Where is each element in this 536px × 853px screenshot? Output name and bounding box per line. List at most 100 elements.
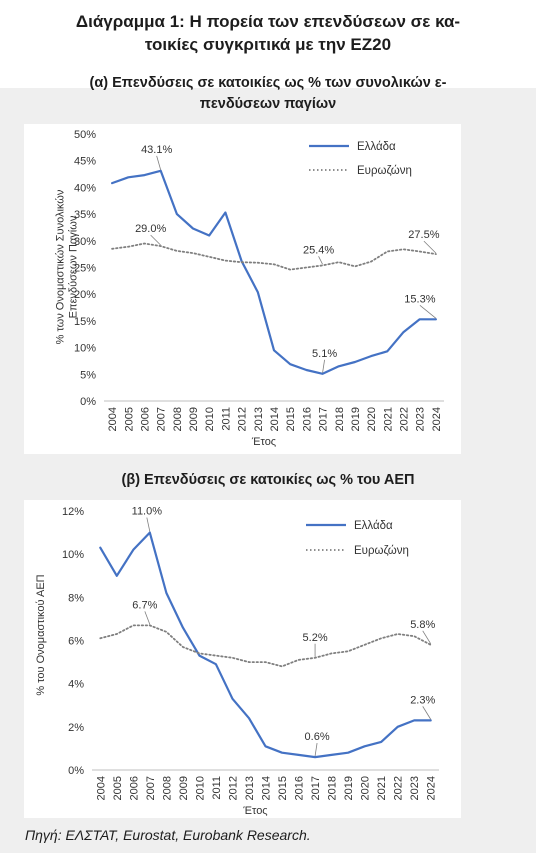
chart-a-annotation-leader	[419, 304, 437, 319]
chart-a-x-tick-label: 2010	[204, 407, 216, 431]
chart-a-x-tick-label: 2017	[318, 407, 330, 431]
chart-a-series-eurozone-line	[111, 242, 437, 271]
chart-a-annotation-label: 27.5%	[408, 229, 439, 241]
chart-a-x-tick-label: 2004	[107, 407, 119, 431]
chart-b-title-line1: (β) Επενδύσεις σε κατοικίες ως % του ΑΕΠ	[121, 472, 415, 488]
chart-a-y-tick-label: 50%	[74, 129, 96, 141]
chart-b-annotation-leader	[314, 742, 318, 757]
chart-a-x-tick-label: 2005	[123, 407, 135, 431]
chart-b: 0% 2% 4% 6% 8% 10% 12% 2004 2005 2006 2007 2008 2009…	[35, 506, 439, 817]
chart-b-annotation-leader	[146, 517, 151, 532]
chart-b-x-tick-label: 2024	[426, 776, 438, 800]
chart-b-x-tick-label: 2011	[211, 776, 223, 800]
chart-a-x-tick-label: 2012	[237, 407, 249, 431]
chart-a: 0% 5% 10% 15% 20% 25% 30% 35% 40% 45% 50% 2004 2005 2…	[55, 129, 444, 448]
chart-b-x-tick-label: 2007	[145, 776, 157, 800]
source-note: Πηγή: ΕΛΣΤΑΤ, Eurostat, Eurobank Researc…	[25, 827, 311, 843]
chart-b-panel: 0% 2% 4% 6% 8% 10% 12% 2004 2005 2006 2007 2008 2009…	[24, 500, 461, 818]
chart-a-x-tick-label: 2007	[156, 407, 168, 431]
chart-a-panel: 0% 5% 10% 15% 20% 25% 30% 35% 40% 45% 50% 2004 2005 2…	[24, 124, 461, 454]
chart-a-annotation-leader	[322, 359, 325, 373]
chart-b-x-tick-label: 2020	[360, 776, 372, 800]
chart-a-annotation-label: 43.1%	[141, 144, 172, 156]
chart-a-annotation-leader	[156, 155, 162, 170]
chart-b-legend-label-eurozone: Ευρωζώνη	[354, 545, 409, 557]
chart-b-series-eurozone-line	[99, 624, 432, 668]
chart-b-x-tick-label: 2019	[343, 776, 355, 800]
chart-b-y-tick-label: 4%	[68, 679, 84, 691]
chart-b-series-greece-line	[99, 531, 432, 759]
chart-a-annotation-label: 25.4%	[303, 244, 334, 256]
chart-b-y-tick-label: 12%	[62, 506, 84, 518]
chart-b-x-tick-label: 2016	[294, 776, 306, 800]
chart-b-x-tick-label: 2015	[277, 776, 289, 800]
chart-a-x-tick-label: 2019	[350, 407, 362, 431]
chart-a-title-line1: (α) Επενδύσεις σε κατοικίες ως % των συν…	[89, 75, 447, 91]
chart-b-x-tick-label: 2005	[112, 776, 124, 800]
chart-a-annotation-leader	[318, 256, 323, 265]
chart-b-x-tick-label: 2018	[327, 776, 339, 800]
chart-a-x-tick-label: 2016	[301, 407, 313, 431]
chart-b-x-tick-label: 2021	[376, 776, 388, 800]
chart-b-annotation-leader	[144, 611, 151, 625]
chart-a-series-greece-line	[110, 169, 437, 375]
figure-title: Διάγραμμα 1: Η πορεία των επενδύσεων σε …	[0, 10, 536, 56]
chart-b-y-tick-label: 6%	[68, 636, 84, 648]
chart-b-x-tick-label: 2012	[227, 776, 239, 800]
chart-b-x-tick-label: 2004	[95, 776, 107, 800]
chart-a-y-tick-label: 20%	[74, 289, 96, 301]
chart-a-x-tick-label: 2021	[382, 407, 394, 431]
chart-a-y-tick-label: 10%	[74, 343, 96, 355]
chart-a-legend-label-eurozone: Ευρωζώνη	[357, 165, 412, 177]
chart-b-x-tick-label: 2014	[261, 776, 273, 800]
chart-a-annotation-label: 15.3%	[404, 293, 435, 305]
chart-b-x-tick-label: 2008	[161, 776, 173, 800]
chart-b-y-tick-label: 8%	[68, 592, 84, 604]
chart-b-y-tick-label: 2%	[68, 722, 84, 734]
chart-b-x-tick-label: 2009	[178, 776, 190, 800]
chart-b-y-tick-label: 0%	[68, 765, 84, 777]
chart-b-legend-label-greece: Ελλάδα	[354, 520, 393, 532]
chart-a-y-tick-label: 40%	[74, 182, 96, 194]
chart-a-x-tick-label: 2018	[334, 407, 346, 431]
chart-a-x-tick-label: 2022	[399, 407, 411, 431]
chart-a-y-tick-label: 25%	[74, 263, 96, 275]
chart-b-x-tick-label: 2013	[244, 776, 256, 800]
chart-a-y-axis-title-line1: % των Ονομαστικών Συνολικών	[55, 189, 67, 344]
chart-b-x-tick-label: 2022	[393, 776, 405, 800]
chart-a-x-axis-title: Έτος	[251, 436, 276, 448]
chart-b-x-tick-label: 2023	[409, 776, 421, 800]
figure-title-line2: τοικίες συγκριτικά με την ΕΖ20	[144, 35, 392, 54]
chart-a-x-tick-label: 2008	[172, 407, 184, 431]
chart-a-annotation-label: 5.1%	[312, 348, 337, 360]
chart-a-title-line2: πενδύσεων παγίων	[199, 96, 337, 112]
chart-b-annotation-label: 5.2%	[303, 632, 328, 644]
chart-a-y-tick-label: 15%	[74, 316, 96, 328]
chart-b-x-tick-label: 2010	[194, 776, 206, 800]
chart-b-title: (β) Επενδύσεις σε κατοικίες ως % του ΑΕΠ	[0, 470, 536, 491]
chart-a-x-tick-label: 2009	[188, 407, 200, 431]
chart-a-y-axis-title-line2: Επενδύσεων Παγίων	[68, 215, 80, 318]
chart-a-y-tick-label: 35%	[74, 209, 96, 221]
chart-a-x-tick-label: 2023	[415, 407, 427, 431]
chart-b-annotation-label: 0.6%	[305, 731, 330, 743]
chart-b-annotation-label: 11.0%	[132, 506, 163, 518]
chart-a-x-tick-label: 2020	[366, 407, 378, 431]
chart-a-x-tick-label: 2024	[431, 407, 443, 431]
chart-b-annotation-label: 2.3%	[410, 694, 435, 706]
chart-b-annotation-label: 6.7%	[132, 599, 157, 611]
chart-b-annotation-leader	[422, 706, 432, 720]
chart-a-x-tick-label: 2015	[285, 407, 297, 431]
chart-a-title: (α) Επενδύσεις σε κατοικίες ως % των συν…	[0, 73, 536, 115]
chart-a-x-tick-label: 2006	[139, 407, 151, 431]
chart-a-y-tick-label: 5%	[80, 369, 96, 381]
chart-b-y-tick-label: 10%	[62, 549, 84, 561]
chart-a-x-tick-label: 2013	[253, 407, 265, 431]
chart-a-annotation-label: 29.0%	[135, 223, 166, 235]
chart-b-x-axis-title: Έτος	[242, 805, 267, 817]
chart-b-annotation-label: 5.8%	[410, 619, 435, 631]
chart-a-legend-label-greece: Ελλάδα	[357, 141, 396, 153]
chart-b-x-tick-label: 2006	[128, 776, 140, 800]
chart-b-x-tick-label: 2017	[310, 776, 322, 800]
chart-a-annotation-leader	[423, 240, 437, 254]
